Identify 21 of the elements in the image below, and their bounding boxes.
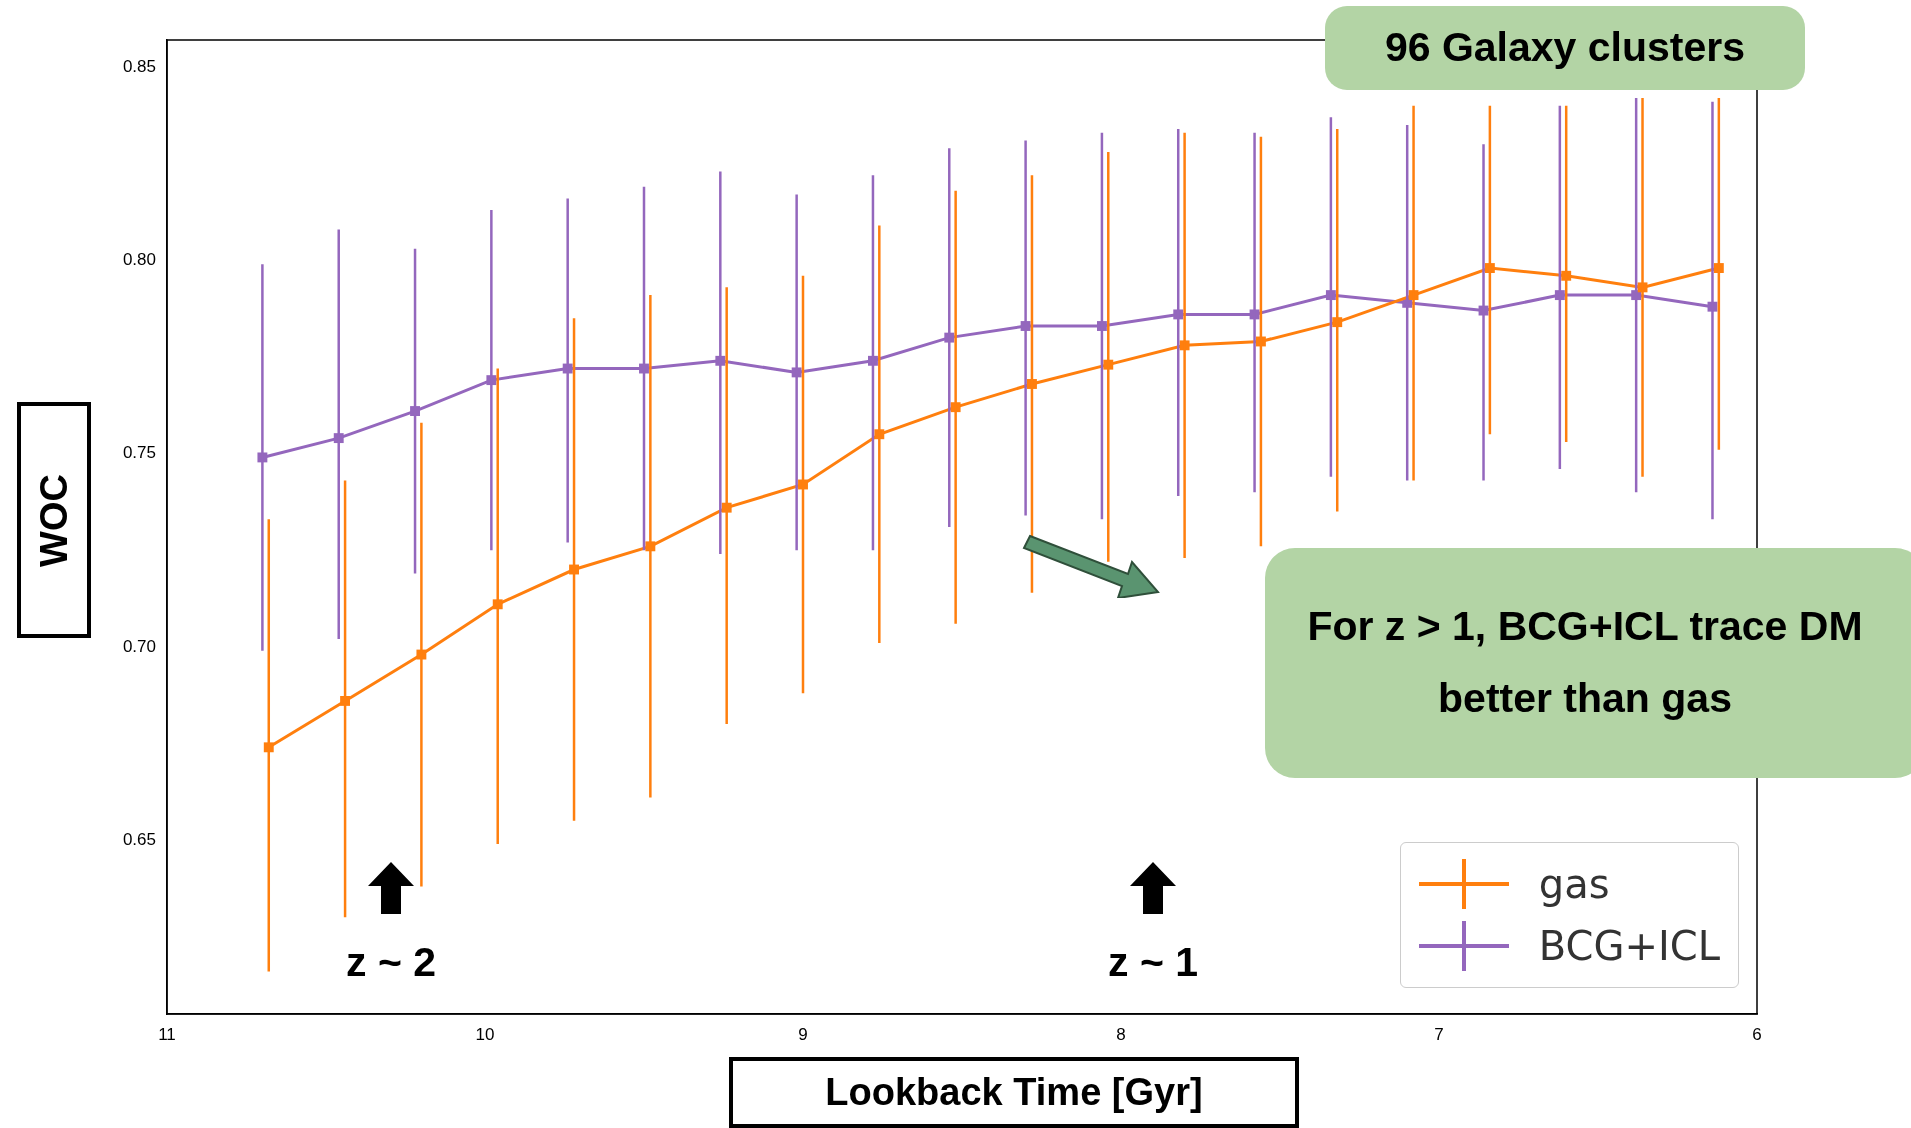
annotation: 96 Galaxy clusters xyxy=(1384,23,1746,73)
x-tick-label: 10 xyxy=(475,1024,495,1044)
x-tick-label: 6 xyxy=(1752,1024,1762,1044)
x-axis-title: Lookback Time [Gyr] xyxy=(729,1057,1299,1128)
x-tick-label: 7 xyxy=(1434,1024,1444,1044)
legend-label: gas xyxy=(1538,861,1610,907)
callout-box: For z > 1, BCG+ICL trace DM better than gas xyxy=(1265,548,1911,778)
y-tick-label: 0.80 xyxy=(122,250,156,269)
y-tick-label: 0.70 xyxy=(122,636,156,656)
legend-label: BCG+ICL xyxy=(1538,923,1720,969)
y-axis-title: WOC xyxy=(32,473,76,567)
callout-box: 96 Galaxy clusters xyxy=(1325,6,1805,90)
x-tick-label: 11 xyxy=(158,1024,176,1044)
annotation: For z > 1, BCG+ICL trace DM better than gas xyxy=(1306,602,1864,723)
y-tick-label: 0.65 xyxy=(122,829,156,849)
y-tick-label: 0.75 xyxy=(122,443,156,463)
x-tick-label: 9 xyxy=(798,1024,808,1044)
y-tick-label: 0.85 xyxy=(122,56,156,76)
annotation: z ~ 1 xyxy=(1107,938,1199,986)
annotation: z ~ 2 xyxy=(345,938,437,986)
x-tick-label: 8 xyxy=(1116,1024,1126,1044)
